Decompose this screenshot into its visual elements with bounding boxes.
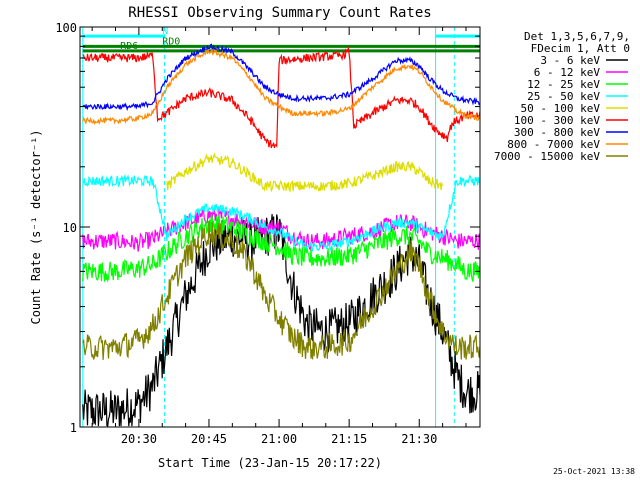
legend-header-0: Det 1,3,5,6,7,9, bbox=[524, 30, 630, 43]
legend-entry: 50 - 100 keV bbox=[521, 102, 628, 115]
legend-label-4: 50 - 100 keV bbox=[521, 102, 601, 115]
series-line-3 bbox=[82, 173, 480, 253]
flag-rd6-band: RD6 bbox=[82, 41, 480, 53]
flag-rd0-band: RD0 bbox=[82, 36, 480, 48]
timestamp: 25-Oct-2021 13:38 bbox=[553, 467, 635, 476]
flag-n-band: N bbox=[82, 26, 480, 38]
flag-label-rd6: RD6 bbox=[120, 41, 138, 52]
x-axis-label: Start Time (23-Jan-15 20:17:22) bbox=[158, 456, 382, 470]
y-tick-label-1: 10 bbox=[63, 221, 77, 235]
series-line-6 bbox=[82, 43, 480, 112]
legend-entry: 7000 - 15000 keV bbox=[494, 150, 628, 163]
legend-label-1: 6 - 12 keV bbox=[534, 66, 601, 79]
x-tick-label-3: 21:15 bbox=[331, 432, 367, 446]
legend-entry: 3 - 6 keV bbox=[540, 54, 628, 67]
legend-entry: 100 - 300 keV bbox=[514, 114, 628, 127]
legend-label-2: 12 - 25 keV bbox=[527, 78, 600, 91]
series-line-4 bbox=[166, 152, 444, 193]
x-tick-label-0: 20:30 bbox=[121, 432, 157, 446]
legend-label-7: 800 - 7000 keV bbox=[507, 138, 600, 151]
x-tick-label-2: 21:00 bbox=[261, 432, 297, 446]
legend-entry: 25 - 50 keV bbox=[527, 90, 628, 103]
series-line-7 bbox=[82, 49, 480, 125]
x-tick-label-4: 21:30 bbox=[401, 432, 437, 446]
series-line-8 bbox=[82, 221, 480, 360]
legend-label-6: 300 - 800 keV bbox=[514, 126, 600, 139]
series-line-2 bbox=[82, 214, 480, 283]
axes: 20:30 20:45 21:00 21:15 21:30 1 10 100 bbox=[55, 21, 480, 446]
legend-entry: 6 - 12 keV bbox=[534, 66, 628, 79]
legend-label-8: 7000 - 15000 keV bbox=[494, 150, 600, 163]
flag-label-n: N bbox=[162, 26, 168, 37]
series-line-5 bbox=[82, 45, 480, 149]
legend: Det 1,3,5,6,7,9,FDecim 1, Att 03 - 6 keV… bbox=[494, 30, 630, 163]
flag-label-rd0: RD0 bbox=[162, 36, 180, 47]
y-axis-label: Count Rate (s⁻¹ detector⁻¹) bbox=[29, 129, 43, 324]
y-tick-label-0: 1 bbox=[70, 421, 77, 435]
series-line-0 bbox=[82, 214, 480, 427]
y-tick-label-2: 100 bbox=[55, 21, 77, 35]
legend-label-3: 25 - 50 keV bbox=[527, 90, 600, 103]
legend-entry: 800 - 7000 keV bbox=[507, 138, 628, 151]
legend-header-1: FDecim 1, Att 0 bbox=[531, 42, 630, 55]
legend-entry: 300 - 800 keV bbox=[514, 126, 628, 139]
legend-entry: 12 - 25 keV bbox=[527, 78, 628, 91]
legend-label-5: 100 - 300 keV bbox=[514, 114, 600, 127]
series-line-1 bbox=[82, 207, 480, 252]
chart-title: RHESSI Observing Summary Count Rates bbox=[128, 5, 431, 21]
legend-label-0: 3 - 6 keV bbox=[540, 54, 600, 67]
x-tick-label-1: 20:45 bbox=[191, 432, 227, 446]
